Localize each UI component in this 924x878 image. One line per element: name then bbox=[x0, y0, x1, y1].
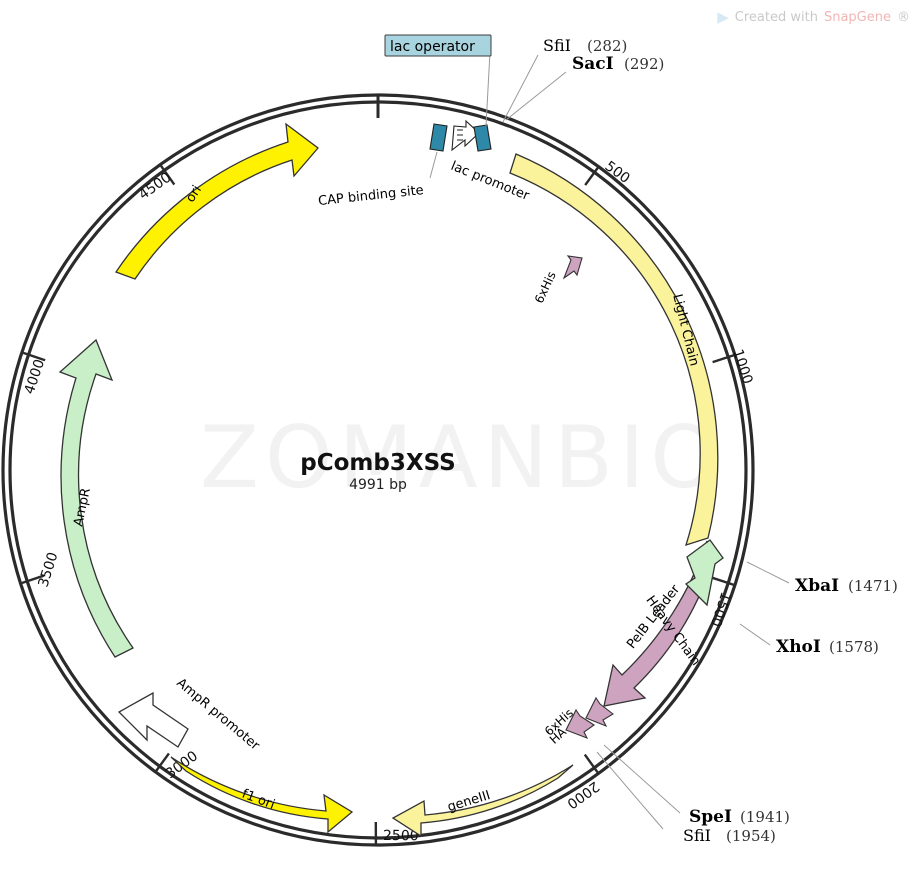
snapgene-logo-icon: ▶ bbox=[717, 8, 729, 26]
restriction-leader-lines bbox=[502, 54, 790, 830]
site-name-sfii-282: SfiI bbox=[543, 36, 571, 55]
site-pos-xhoi: (1578) bbox=[829, 638, 879, 656]
watermark-text: ZOMANBIO bbox=[200, 408, 724, 508]
site-pos-saci-292: (292) bbox=[624, 55, 664, 73]
site-name-saci-292: SacI bbox=[572, 54, 614, 74]
feature-cap-binding-site[interactable]: CAP binding site bbox=[317, 123, 448, 209]
restriction-site-sfii-282[interactable]: SfiI (282) bbox=[543, 36, 627, 55]
tick-label-1500: 1500 bbox=[707, 590, 733, 629]
feature-ampr[interactable]: AmpR bbox=[58, 338, 134, 658]
site-pos-sfii-1954: (1954) bbox=[726, 827, 776, 845]
restriction-site-xbai-1471[interactable]: XbaI (1471) bbox=[795, 576, 898, 596]
feature-label-6xhis-light: 6xHis bbox=[532, 269, 559, 305]
branding-name: SnapGene bbox=[823, 9, 891, 25]
feature-geneiii[interactable]: geneIII bbox=[391, 764, 574, 838]
feature-label-f1ori: f1 ori bbox=[240, 787, 277, 813]
plasmid-size-label: 4991 bp bbox=[349, 477, 407, 493]
restriction-site-xhoi-1578[interactable]: XhoI (1578) bbox=[776, 637, 879, 657]
feature-ampr-promoter[interactable]: AmpR promoter bbox=[117, 676, 263, 754]
feature-label-ampr-promoter: AmpR promoter bbox=[173, 676, 262, 754]
tick-label-1000: 1000 bbox=[729, 347, 755, 386]
restriction-site-spei-1941[interactable]: SpeI (1941) bbox=[689, 807, 790, 827]
page-title: pComb3XSS bbox=[300, 450, 455, 476]
branding-prefix: Created with bbox=[734, 9, 818, 25]
feature-ori[interactable]: ori bbox=[114, 122, 319, 280]
tick-label-4500: 4500 bbox=[136, 170, 174, 204]
tick-label-3500: 3500 bbox=[36, 550, 62, 589]
site-name-xhoi: XhoI bbox=[776, 637, 821, 657]
site-pos-sfii-282: (282) bbox=[587, 37, 627, 55]
tick-label-2500: 2500 bbox=[383, 828, 419, 844]
feature-lac-operator[interactable]: lac operator bbox=[384, 34, 492, 152]
feature-label-lac-operator: lac operator bbox=[390, 39, 475, 55]
feature-6xhis-light[interactable]: 6xHis bbox=[532, 255, 583, 306]
site-name-sfii-1954: SfiI bbox=[683, 826, 711, 845]
feature-label-cap: CAP binding site bbox=[317, 183, 424, 209]
restriction-site-saci-292[interactable]: SacI (292) bbox=[572, 54, 664, 74]
branding-suffix: ® bbox=[897, 9, 910, 25]
site-pos-spei: (1941) bbox=[740, 808, 790, 826]
snapgene-branding: ▶ Created with SnapGene ® bbox=[717, 8, 910, 26]
lac-operator-label-box bbox=[384, 34, 492, 57]
restriction-site-sfii-1954[interactable]: SfiI (1954) bbox=[683, 826, 776, 845]
site-name-spei: SpeI bbox=[689, 807, 732, 827]
site-pos-xbai: (1471) bbox=[848, 577, 898, 595]
site-name-xbai: XbaI bbox=[795, 576, 839, 596]
